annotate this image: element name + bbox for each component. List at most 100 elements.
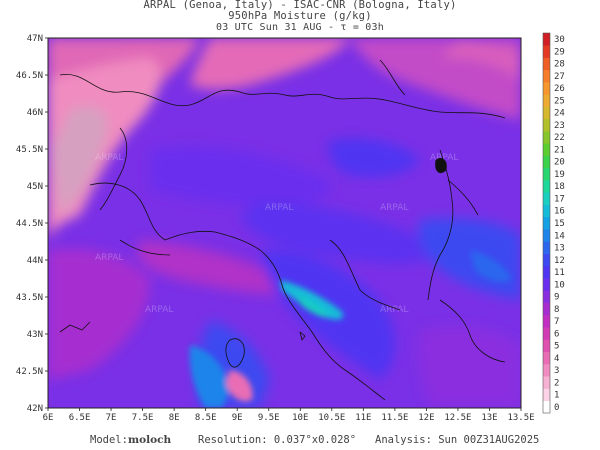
watermark: ARPAL [145, 305, 173, 315]
colorbar-label: 12 [554, 256, 565, 266]
lat-tick-label: 45.5N [16, 145, 43, 155]
lon-tick-label: 10.5E [318, 413, 345, 423]
colorbar-label: 26 [554, 84, 565, 94]
colorbar-swatch [543, 155, 550, 169]
colorbar-label: 24 [554, 109, 565, 119]
colorbar-swatch [543, 302, 550, 316]
lon-tick-label: 12.5E [444, 413, 471, 423]
lon-tick-label: 7E [106, 413, 117, 423]
colorbar-swatch [543, 314, 550, 328]
colorbar-swatch [543, 327, 550, 340]
colorbar: 0123456789101112131415161718192021222324… [542, 32, 565, 414]
colorbar-swatch [543, 253, 550, 267]
lon-tick-label: 9.5E [258, 413, 280, 423]
colorbar-swatch [543, 400, 550, 414]
colorbar-label: 7 [554, 317, 559, 327]
colorbar-label: 3 [554, 366, 559, 376]
colorbar-label: 28 [554, 60, 565, 70]
colorbar-swatch [543, 167, 550, 181]
colorbar-frame [542, 32, 551, 414]
lat-tick-label: 46N [27, 108, 43, 118]
colorbar-label: 10 [554, 280, 565, 290]
lat-tick-label: 43.5N [16, 293, 43, 303]
footer-model-value: moloch [128, 434, 172, 446]
colorbar-swatch [543, 241, 550, 254]
lon-tick-label: 8.5E [195, 413, 217, 423]
colorbar-swatch [543, 376, 550, 389]
colorbar-swatch [543, 94, 550, 107]
colorbar-label: 1 [554, 391, 559, 401]
colorbar-label: 0 [554, 403, 559, 413]
watermark: ARPAL [95, 253, 123, 263]
colorbar-label: 17 [554, 194, 565, 204]
colorbar-swatch [543, 204, 550, 218]
header-variable: 950hPa Moisture (g/kg) [228, 10, 372, 22]
colorbar-swatch [543, 69, 550, 83]
colorbar-label: 14 [554, 231, 565, 241]
colorbar-swatch [543, 82, 550, 95]
colorbar-label: 2 [554, 378, 559, 388]
colorbar-label: 30 [554, 35, 565, 45]
lon-tick-label: 11E [355, 413, 371, 423]
header-source: ARPAL (Genoa, Italy) - ISAC-CNR (Bologna… [143, 0, 457, 11]
colorbar-swatch [543, 265, 550, 279]
colorbar-label: 4 [554, 354, 559, 364]
colorbar-swatch [543, 216, 550, 230]
colorbar-swatch [543, 363, 550, 377]
footer-model-label: Model: [90, 434, 128, 446]
colorbar-swatch [543, 290, 550, 303]
coastlines-borders [59, 59, 506, 401]
moisture-field: ARPAL ARPAL ARPAL ARPAL ARPAL ARPAL ARPA… [48, 38, 521, 408]
lat-tick-label: 46.5N [16, 71, 43, 81]
watermark: ARPAL [380, 305, 408, 315]
colorbar-swatch [543, 351, 550, 365]
lon-tick-label: 13.5E [507, 413, 534, 423]
lon-tick-label: 8E [169, 413, 180, 423]
colorbar-swatch [543, 106, 550, 120]
watermark: ARPAL [95, 153, 123, 163]
lat-tick-label: 45N [27, 182, 43, 192]
watermarks: ARPAL ARPAL ARPAL ARPAL ARPAL ARPAL ARPA… [95, 153, 458, 315]
colorbar-label: 21 [554, 145, 565, 155]
colorbar-label: 22 [554, 133, 565, 143]
lat-tick-label: 44.5N [16, 219, 43, 229]
colorbar-swatch [543, 388, 550, 402]
colorbar-label: 11 [554, 268, 565, 278]
colorbar-swatch [543, 118, 550, 132]
colorbar-label: 6 [554, 329, 559, 339]
colorbar-swatch [543, 192, 550, 205]
lon-tick-label: 9E [232, 413, 243, 423]
colorbar-swatch [543, 131, 550, 144]
colorbar-label: 16 [554, 207, 565, 217]
colorbar-swatch [543, 229, 550, 242]
footer-analysis: Analysis: Sun 00Z31AUG2025 [375, 434, 540, 446]
colorbar-label: 20 [554, 158, 565, 168]
axes: 6E 6.5E 7E 7.5E 8E 8.5E 9E 9.5E 10E 10.5E 11E 11.5E… [16, 34, 535, 423]
colorbar-swatch [543, 339, 550, 353]
lon-tick-label: 7.5E [132, 413, 154, 423]
watermark: ARPAL [265, 203, 293, 213]
colorbar-swatch [543, 278, 550, 291]
colorbar-label: 23 [554, 121, 565, 131]
lat-tick-label: 44N [27, 256, 43, 266]
lat-tick-label: 42.5N [16, 367, 43, 377]
colorbar-label: 27 [554, 72, 565, 82]
lat-tick-label: 43N [27, 330, 43, 340]
lon-tick-label: 13E [481, 413, 497, 423]
lon-tick-label: 12E [418, 413, 434, 423]
colorbar-label: 13 [554, 244, 565, 254]
lat-tick-label: 42N [27, 404, 43, 414]
colorbar-label: 19 [554, 170, 565, 180]
colorbar-label: 5 [554, 342, 559, 352]
colorbar-swatch [543, 57, 550, 71]
lon-tick-label: 10E [292, 413, 308, 423]
lat-tick-label: 47N [27, 34, 43, 44]
header-valid-time: 03 UTC Sun 31 AUG - τ = 03h [216, 22, 384, 33]
colorbar-swatch [543, 33, 550, 46]
watermark: ARPAL [430, 153, 458, 163]
colorbar-swatch [543, 45, 550, 58]
lon-tick-label: 6E [43, 413, 54, 423]
colorbar-label: 15 [554, 219, 565, 229]
colorbar-label: 29 [554, 47, 565, 57]
